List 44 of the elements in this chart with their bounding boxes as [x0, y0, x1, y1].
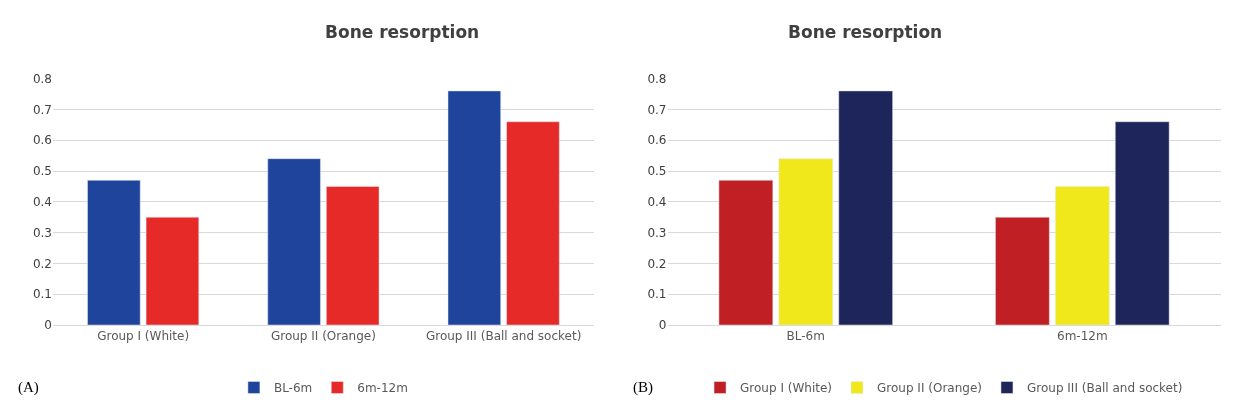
y-tick-label: 0.5 [647, 164, 667, 179]
x-tick-label: Group III (Ball and socket) [425, 329, 582, 344]
legend-label: Group I (White) [740, 381, 833, 396]
legend-label: 6m-12m [357, 381, 408, 396]
bar [145, 216, 200, 325]
y-tick-label: 0.2 [647, 256, 667, 271]
bar [87, 179, 141, 325]
text: (B) [633, 379, 653, 396]
chart-title: Bone resorption [325, 22, 480, 42]
y-tick-label: 0.1 [32, 287, 53, 302]
x-tick-label: Group I (White) [97, 329, 190, 344]
bar [778, 158, 833, 325]
y-tick-label: 0.8 [647, 71, 667, 86]
x-tick-label: Group II (Orange) [270, 329, 376, 344]
y-tick-label: 0.8 [32, 71, 53, 86]
legend-label: Group II (Orange) [877, 381, 982, 396]
legend-label: Group III (Ball and socket) [1026, 381, 1183, 396]
legend-label: BL-6m [273, 381, 313, 396]
y-tick-label: 0.5 [32, 164, 53, 179]
chart-title: Bone resorption [788, 22, 943, 42]
y-tick-label: 0.6 [32, 133, 53, 148]
text: (A) [18, 379, 39, 396]
y-tick-label: 0.3 [32, 225, 53, 240]
bar [1055, 186, 1110, 325]
y-tick-label: 0.4 [32, 195, 53, 209]
y-tick-label: 0.7 [32, 102, 53, 117]
y-tick-label: 0.2 [32, 256, 53, 271]
bar [447, 90, 501, 325]
y-tick-label: 0.6 [647, 133, 667, 148]
bar [718, 179, 774, 325]
y-tick-label: 0.1 [647, 287, 667, 302]
bar [326, 186, 380, 325]
bar [506, 121, 560, 325]
bar [267, 158, 321, 325]
x-tick-label: 6m-12m [1056, 329, 1108, 344]
x-tick-label: BL-6m [786, 329, 825, 344]
bar [1115, 121, 1170, 325]
y-tick-label: 0.3 [647, 225, 667, 240]
bar [838, 90, 893, 325]
y-tick-label: 0 [658, 318, 667, 333]
y-tick-label: 0 [44, 318, 53, 333]
y-tick-label: 0.4 [647, 195, 667, 209]
bar [995, 216, 1050, 325]
y-tick-label: 0.7 [647, 102, 667, 117]
